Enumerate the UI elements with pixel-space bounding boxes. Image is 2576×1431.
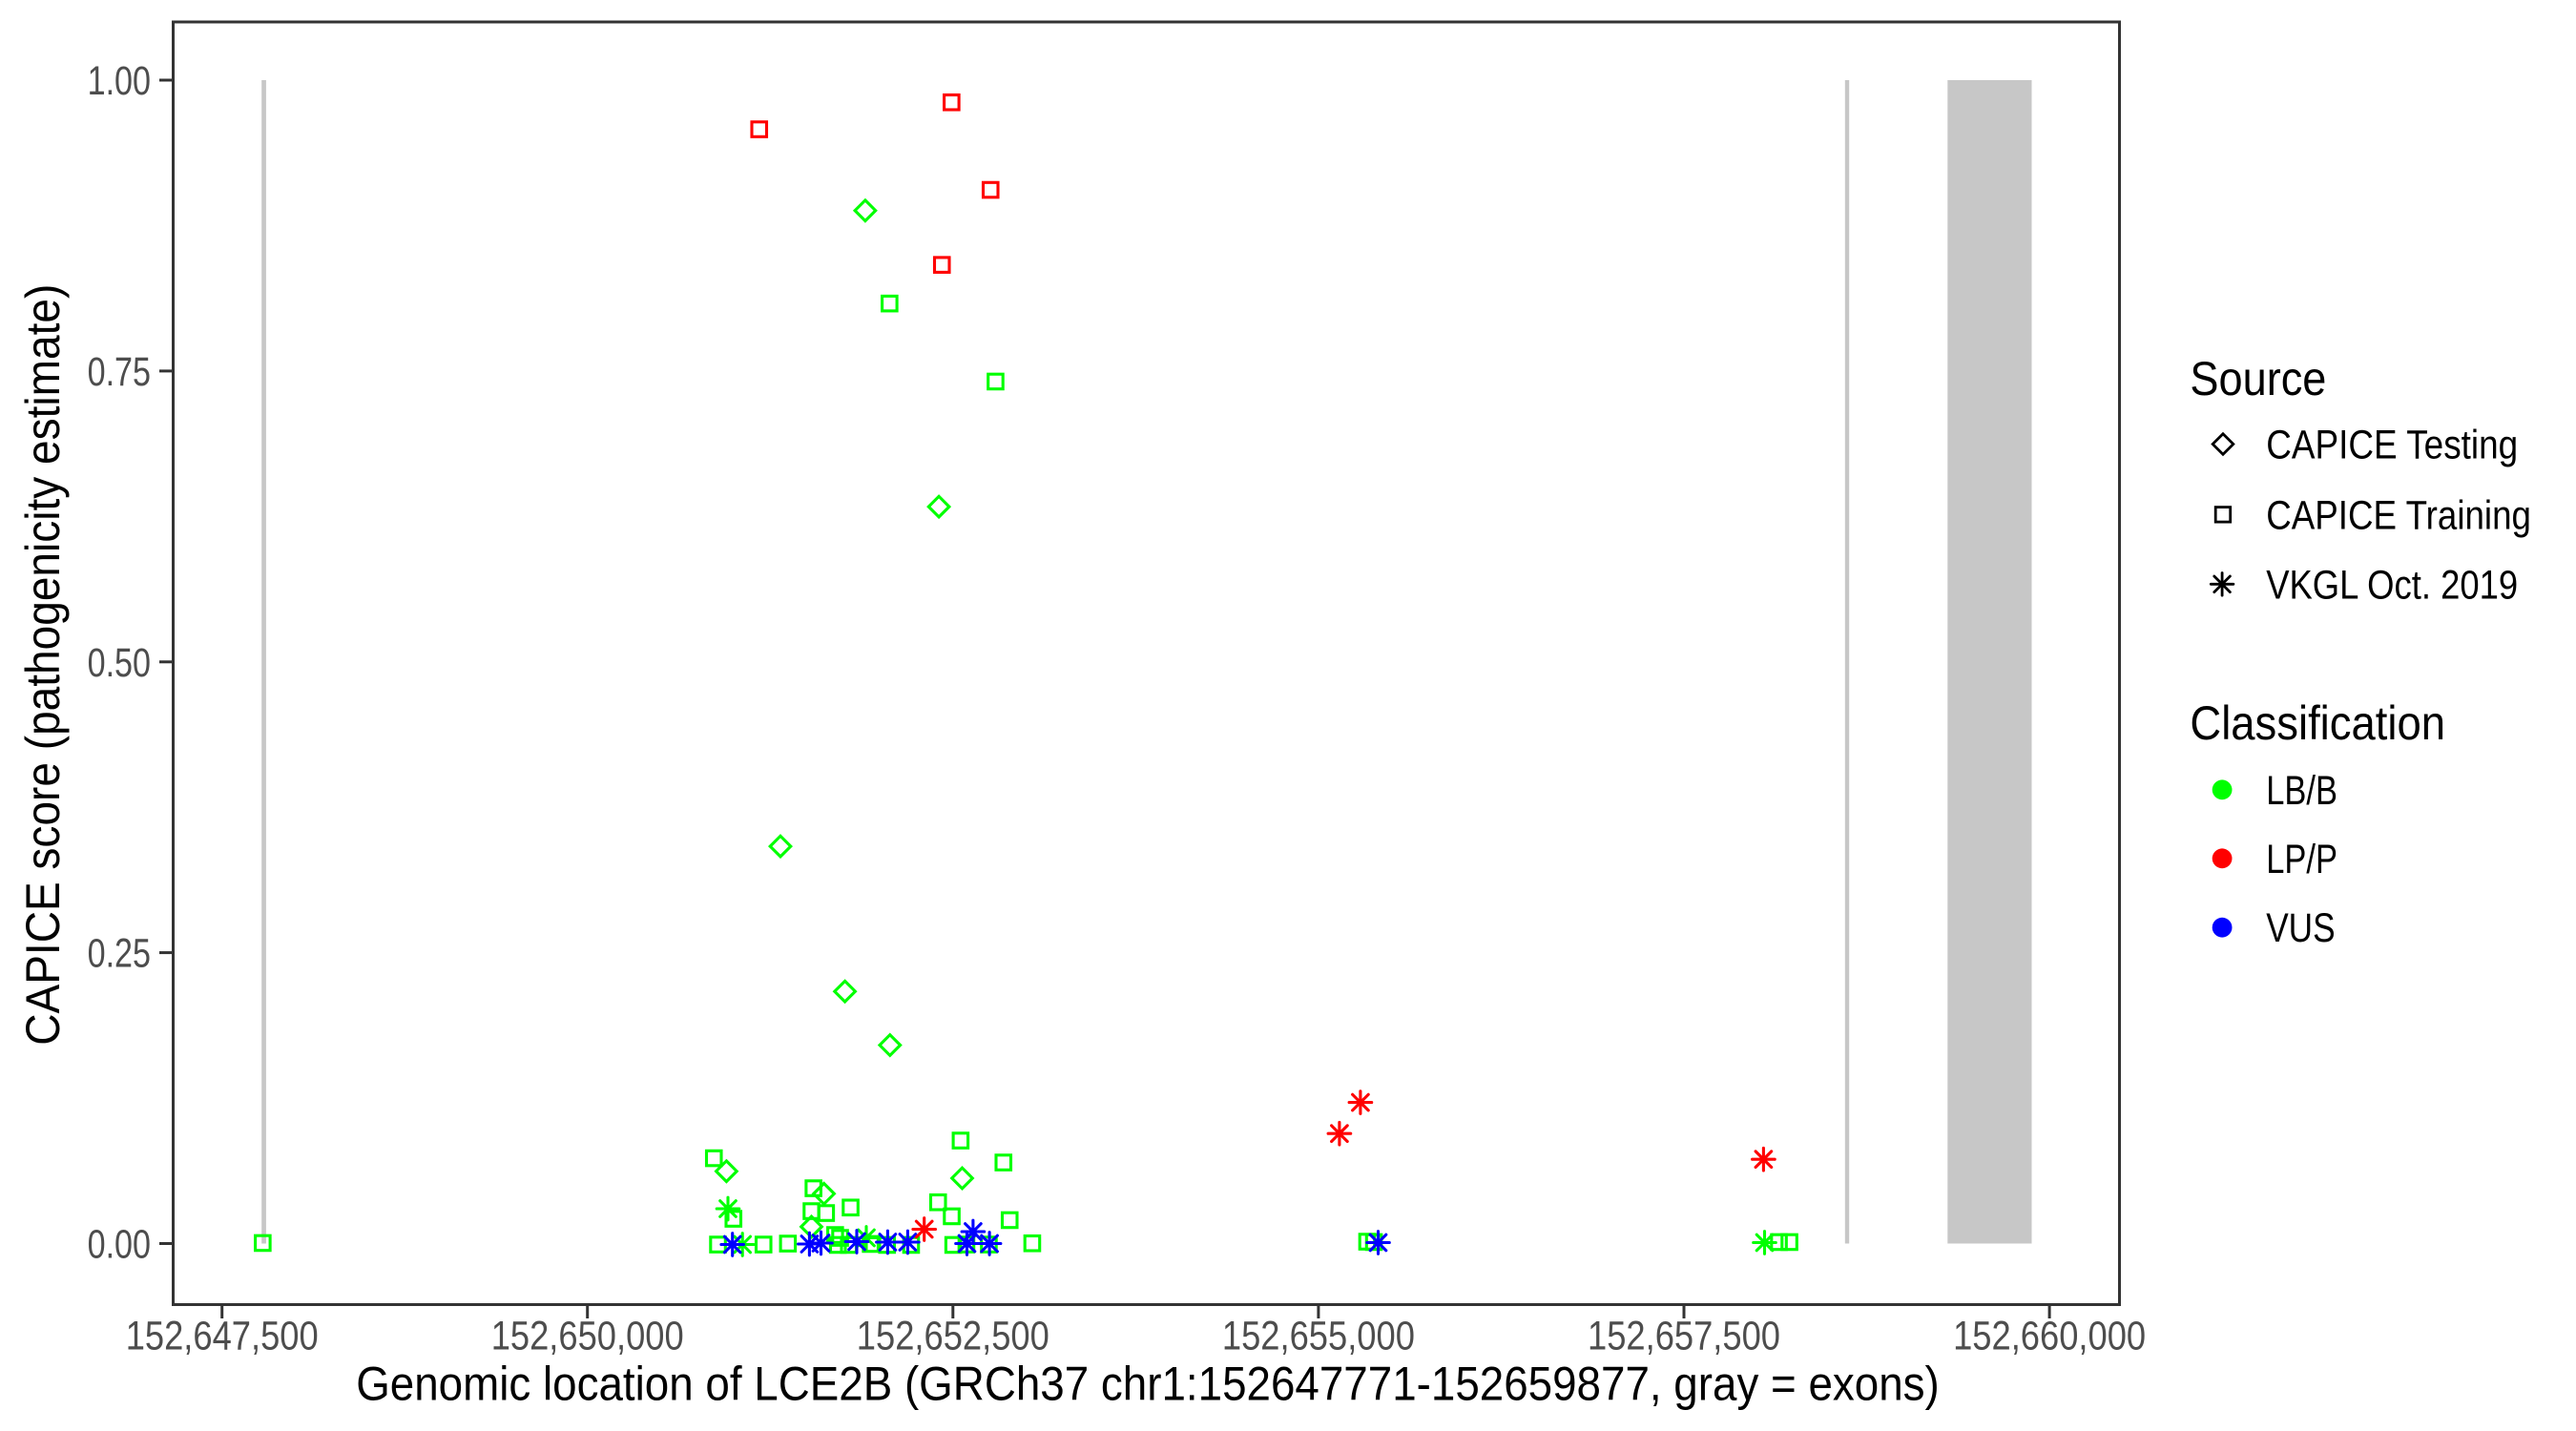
svg-text:152,650,000: 152,650,000 (491, 1314, 684, 1359)
svg-text:152,655,000: 152,655,000 (1222, 1314, 1415, 1359)
svg-text:0.50: 0.50 (88, 640, 151, 686)
svg-text:CAPICE score (pathogenicity es: CAPICE score (pathogenicity estimate) (16, 284, 70, 1046)
svg-text:152,652,500: 152,652,500 (857, 1314, 1049, 1359)
svg-text:152,657,500: 152,657,500 (1588, 1314, 1780, 1359)
svg-text:0.25: 0.25 (88, 931, 151, 977)
svg-text:152,647,500: 152,647,500 (126, 1314, 319, 1359)
svg-text:0.00: 0.00 (88, 1222, 151, 1268)
svg-text:CAPICE Testing: CAPICE Testing (2266, 423, 2518, 468)
svg-text:1.00: 1.00 (88, 58, 151, 104)
svg-text:LB/B: LB/B (2266, 768, 2337, 814)
svg-text:Classification: Classification (2190, 696, 2445, 750)
svg-text:VUS: VUS (2266, 905, 2335, 951)
svg-text:Source: Source (2190, 352, 2326, 405)
svg-text:152,660,000: 152,660,000 (1953, 1314, 2146, 1359)
svg-text:0.75: 0.75 (88, 349, 151, 395)
svg-text:LP/P: LP/P (2266, 837, 2337, 882)
svg-text:Genomic location of LCE2B (GRC: Genomic location of LCE2B (GRCh37 chr1:1… (356, 1358, 1940, 1411)
svg-text:VKGL Oct. 2019: VKGL Oct. 2019 (2266, 562, 2518, 608)
svg-text:CAPICE Training: CAPICE Training (2266, 492, 2531, 538)
